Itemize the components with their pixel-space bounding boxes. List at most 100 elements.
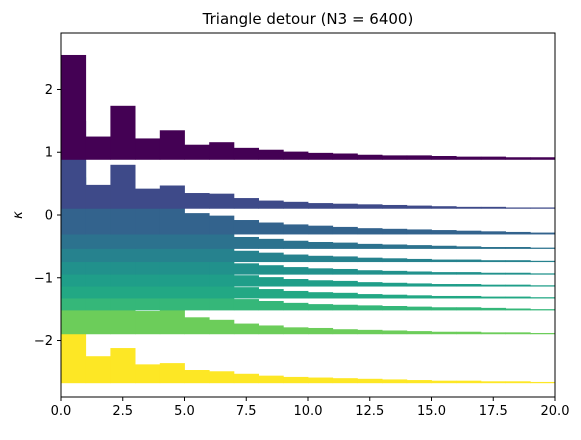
- bar: [209, 232, 235, 249]
- bar: [357, 294, 383, 299]
- bar: [382, 228, 408, 235]
- x-tick-label: 10.0: [294, 404, 323, 419]
- bar: [406, 380, 432, 384]
- bar: [406, 271, 432, 275]
- bar: [308, 292, 334, 299]
- bar: [209, 371, 235, 384]
- bar: [184, 230, 210, 249]
- bar: [530, 381, 556, 384]
- bars-layer: [61, 54, 556, 384]
- bar: [431, 230, 457, 235]
- bar: [85, 307, 111, 335]
- bar: [332, 329, 358, 335]
- bar: [382, 306, 408, 311]
- y-tick-label: −1: [34, 271, 53, 286]
- bar: [209, 259, 235, 275]
- bar: [530, 260, 556, 263]
- bar: [184, 244, 210, 263]
- bar: [233, 220, 259, 235]
- bar: [308, 255, 334, 263]
- bar: [480, 231, 506, 235]
- bar: [110, 164, 136, 209]
- bar: [283, 267, 309, 275]
- bar: [159, 130, 185, 160]
- bar: [480, 284, 506, 287]
- bar: [233, 287, 259, 299]
- bar: [283, 224, 309, 235]
- bar: [382, 294, 408, 299]
- bar: [233, 198, 259, 209]
- bar: [382, 270, 408, 275]
- bar: [505, 381, 531, 384]
- bar: [456, 272, 482, 275]
- bar: [357, 257, 383, 263]
- bar: [456, 331, 482, 335]
- bar: [233, 299, 259, 311]
- bar: [505, 231, 531, 235]
- bar: [159, 185, 185, 209]
- bar: [480, 156, 506, 160]
- bar: [283, 254, 309, 263]
- bar: [357, 270, 383, 275]
- bar: [382, 282, 408, 287]
- bar: [456, 295, 482, 299]
- bar: [135, 188, 161, 209]
- bar: [431, 156, 457, 160]
- bar: [382, 244, 408, 249]
- y-tick-label: −2: [34, 334, 53, 349]
- bar: [135, 204, 161, 235]
- bar: [184, 144, 210, 160]
- bar: [159, 204, 185, 235]
- bar: [431, 295, 457, 299]
- bar: [308, 327, 334, 335]
- bar: [406, 205, 432, 209]
- x-tick-label: 5.0: [174, 404, 195, 419]
- bar: [406, 229, 432, 235]
- bar: [357, 228, 383, 235]
- bar: [159, 363, 185, 384]
- bar: [209, 247, 235, 263]
- bar: [530, 207, 556, 209]
- bar: [332, 226, 358, 235]
- bar: [406, 283, 432, 287]
- bar: [332, 378, 358, 384]
- bar: [382, 330, 408, 335]
- bar: [159, 309, 185, 335]
- bar: [110, 105, 136, 160]
- bar: [258, 277, 284, 287]
- bar: [209, 319, 235, 335]
- bar: [332, 256, 358, 263]
- bar: [382, 204, 408, 209]
- bar: [258, 265, 284, 275]
- y-tick-label: 1: [45, 146, 53, 161]
- bar: [480, 247, 506, 249]
- bar: [233, 275, 259, 287]
- bar: [258, 300, 284, 311]
- bar: [85, 356, 111, 384]
- bar: [480, 260, 506, 263]
- bar: [406, 258, 432, 263]
- bar: [530, 297, 556, 299]
- bar: [357, 154, 383, 160]
- bar: [382, 379, 408, 384]
- bar: [480, 296, 506, 299]
- bar: [233, 250, 259, 263]
- bar: [456, 246, 482, 249]
- bar: [505, 247, 531, 249]
- bar: [456, 307, 482, 311]
- bar: [258, 252, 284, 263]
- bar: [283, 240, 309, 249]
- bar: [456, 206, 482, 209]
- bar: [209, 142, 235, 160]
- bar: [283, 376, 309, 384]
- bar: [456, 156, 482, 160]
- bar: [530, 157, 556, 160]
- bar: [184, 193, 210, 209]
- y-tick-label: 2: [45, 83, 53, 98]
- bar: [480, 381, 506, 384]
- bar: [184, 370, 210, 384]
- bar: [283, 290, 309, 299]
- bar: [209, 271, 235, 287]
- bar: [283, 327, 309, 335]
- bar: [135, 138, 161, 160]
